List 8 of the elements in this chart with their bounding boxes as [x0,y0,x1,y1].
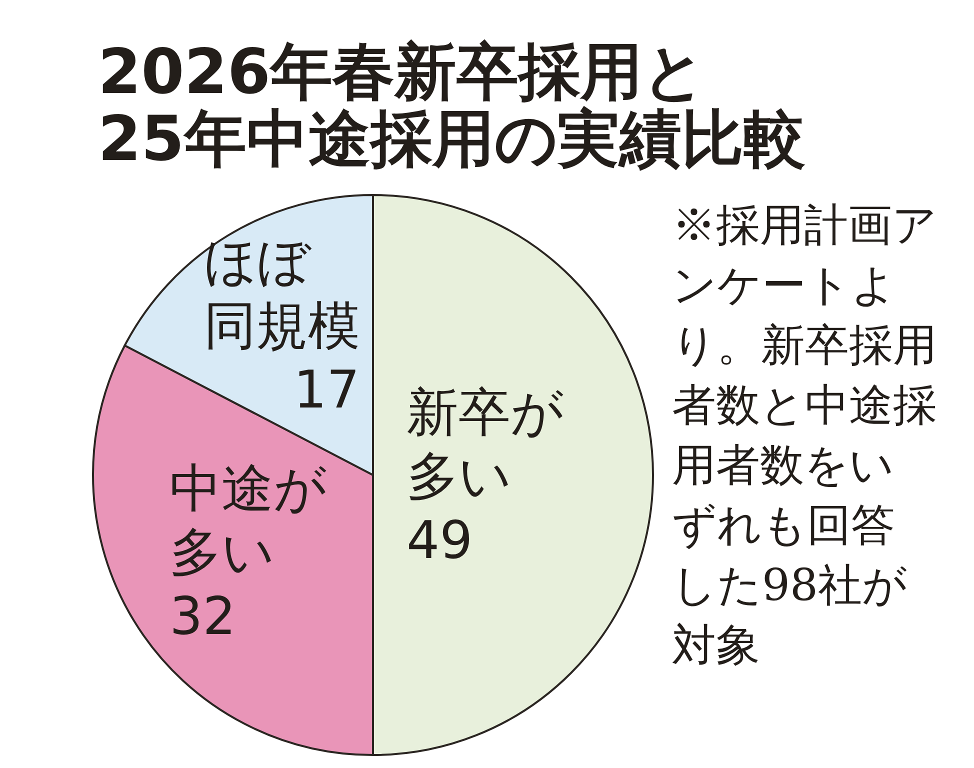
data-label: 32 [170,586,236,647]
slice-label: 中途が多い [170,458,327,583]
data-label: 49 [406,511,473,572]
slice-label: ほぼ同規模 [204,232,360,357]
text: ※採用計画アンケートより。新卒採用者数と中途採用者数をいずれも回答した98社が対象 [672,199,938,673]
slice-label: 新卒が多い [406,383,564,508]
data-label: 17 [294,360,360,421]
chart-title: 2026年春新卒採用と25年中途採用の実績比較 [98,35,806,175]
